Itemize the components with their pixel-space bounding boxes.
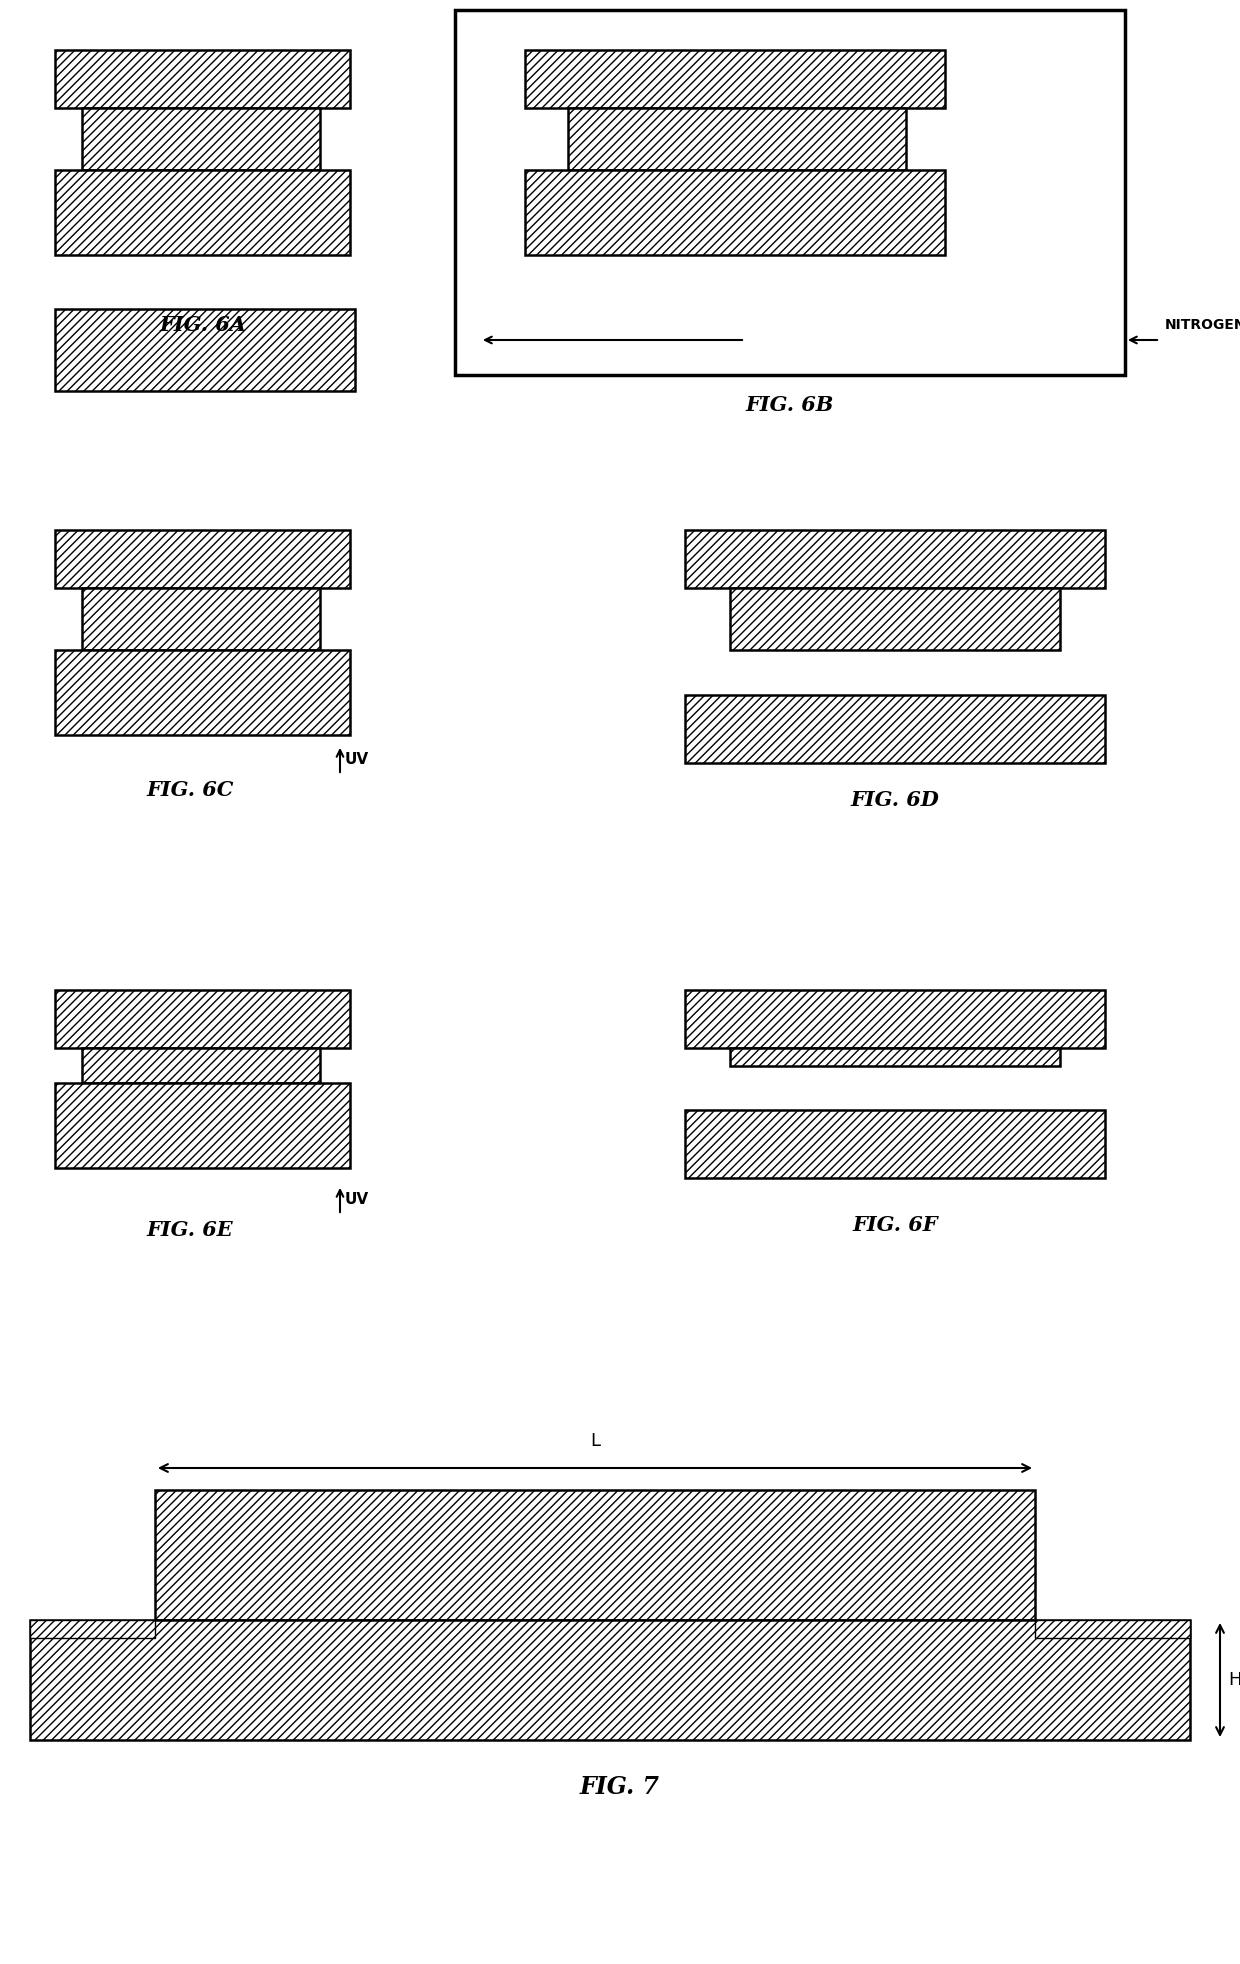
- Bar: [684, 1110, 1105, 1178]
- Text: FIG. 6D: FIG. 6D: [851, 790, 940, 809]
- Text: FIG. 7: FIG. 7: [580, 1775, 660, 1799]
- Bar: [30, 1620, 1190, 1740]
- Bar: [684, 695, 1105, 762]
- Bar: [82, 587, 320, 650]
- Text: FIG. 6F: FIG. 6F: [852, 1216, 937, 1235]
- Bar: [525, 49, 945, 108]
- Bar: [55, 171, 350, 255]
- Text: H: H: [1228, 1671, 1240, 1689]
- Bar: [730, 1049, 1060, 1066]
- Text: L: L: [590, 1432, 600, 1449]
- Bar: [455, 10, 1125, 375]
- Bar: [568, 108, 906, 171]
- Bar: [684, 530, 1105, 587]
- Bar: [55, 990, 350, 1049]
- Bar: [730, 587, 1060, 650]
- Bar: [155, 1491, 1035, 1620]
- Bar: [55, 49, 350, 108]
- Bar: [55, 1082, 350, 1169]
- Text: FIG. 6E: FIG. 6E: [146, 1220, 233, 1239]
- Bar: [30, 1620, 155, 1638]
- Text: FIG. 6A: FIG. 6A: [159, 314, 246, 336]
- Bar: [55, 530, 350, 587]
- Bar: [684, 990, 1105, 1049]
- Text: UV: UV: [345, 1192, 370, 1208]
- Bar: [55, 650, 350, 735]
- Bar: [55, 308, 355, 391]
- Bar: [1035, 1620, 1190, 1638]
- Text: UV: UV: [345, 752, 370, 768]
- Bar: [525, 171, 945, 255]
- Text: FIG. 6B: FIG. 6B: [745, 395, 835, 414]
- Bar: [82, 1049, 320, 1082]
- Text: NITROGEN: NITROGEN: [1166, 318, 1240, 332]
- Text: FIG. 6C: FIG. 6C: [146, 780, 233, 799]
- Bar: [82, 108, 320, 171]
